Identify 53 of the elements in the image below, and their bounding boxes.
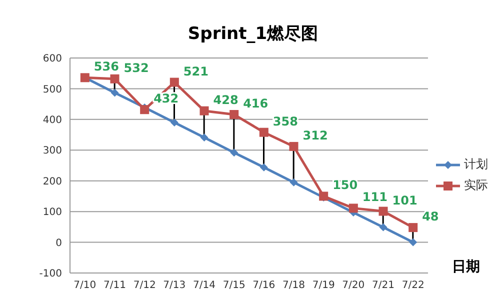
data-label: 536 bbox=[94, 60, 119, 74]
point bbox=[290, 178, 298, 186]
point bbox=[379, 223, 388, 232]
point bbox=[230, 110, 239, 120]
point bbox=[378, 206, 388, 216]
y-tick-label: 300 bbox=[42, 146, 62, 157]
point bbox=[408, 223, 418, 232]
x-tick-label: 7/18 bbox=[282, 280, 305, 292]
legend-label: 实际 bbox=[464, 177, 488, 194]
data-label: 111 bbox=[362, 190, 388, 204]
x-axis-title: 日期 bbox=[452, 258, 480, 276]
chart-title: Sprint_1燃尽图 bbox=[186, 23, 320, 46]
y-tick-label: 600 bbox=[42, 54, 62, 65]
y-tick-label: 200 bbox=[42, 176, 62, 188]
x-tick-label: 7/13 bbox=[163, 280, 186, 292]
y-tick-label: 0 bbox=[56, 238, 62, 249]
point bbox=[170, 118, 178, 126]
legend-label: 计划 bbox=[464, 156, 488, 173]
point bbox=[259, 128, 268, 137]
y-tick-label: -100 bbox=[39, 268, 62, 280]
point bbox=[170, 78, 179, 87]
data-label: 358 bbox=[272, 114, 298, 128]
x-tick-label: 7/15 bbox=[222, 280, 246, 292]
data-label: 428 bbox=[213, 92, 238, 107]
point bbox=[140, 105, 150, 114]
data-label: 312 bbox=[302, 128, 328, 142]
y-tick-label: 400 bbox=[42, 114, 62, 126]
x-tick-label: 7/20 bbox=[342, 280, 365, 292]
x-tick-label: 7/12 bbox=[133, 280, 156, 292]
point bbox=[200, 134, 208, 142]
x-tick-label: 7/10 bbox=[74, 280, 96, 292]
y-tick-label: 500 bbox=[42, 84, 62, 96]
data-label: 521 bbox=[183, 64, 208, 78]
point bbox=[110, 74, 120, 84]
x-tick-label: 7/14 bbox=[193, 280, 216, 292]
point bbox=[409, 238, 418, 246]
x-tick-label: 7/21 bbox=[372, 280, 394, 292]
data-label: 150 bbox=[332, 178, 358, 192]
x-tick-label: 7/22 bbox=[402, 280, 424, 292]
x-tick-label: 7/16 bbox=[252, 280, 276, 292]
point bbox=[230, 148, 238, 157]
point bbox=[200, 106, 209, 116]
point bbox=[348, 204, 358, 213]
data-label: 416 bbox=[243, 96, 268, 111]
point bbox=[110, 88, 119, 97]
data-label: 532 bbox=[124, 60, 149, 75]
x-tick-label: 7/19 bbox=[312, 280, 335, 292]
data-label: 48 bbox=[422, 210, 439, 224]
point bbox=[289, 142, 298, 151]
x-tick-label: 7/11 bbox=[104, 280, 126, 292]
data-label: 101 bbox=[392, 193, 418, 208]
y-tick-label: 100 bbox=[42, 207, 62, 218]
point bbox=[260, 163, 268, 172]
